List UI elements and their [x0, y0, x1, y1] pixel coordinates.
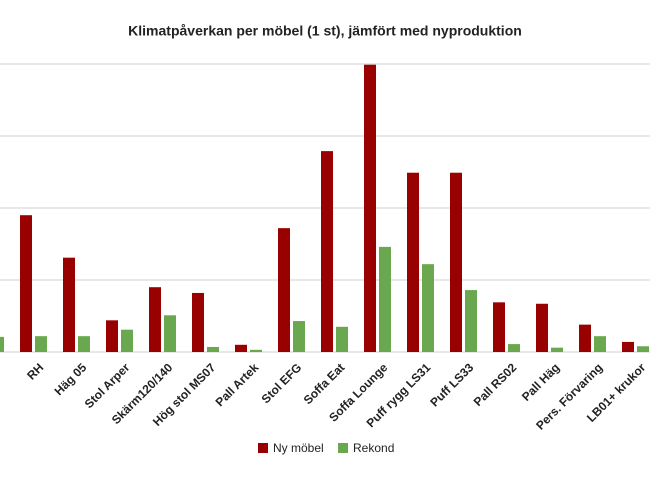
bar: [551, 347, 563, 352]
x-tick-label: Puff LS33: [427, 360, 476, 409]
x-tick-label: Pall Artek: [213, 360, 262, 409]
bar: [106, 320, 118, 352]
bar: [364, 64, 376, 352]
bar: [35, 336, 47, 352]
legend-swatch: [338, 443, 348, 453]
x-tick-label: Pall Häg: [519, 360, 562, 403]
bar: [121, 329, 133, 352]
bar: [336, 326, 348, 352]
chart-title: Klimatpåverkan per möbel (1 st), jämfört…: [128, 23, 522, 39]
bar: [20, 215, 32, 352]
bar: [293, 321, 305, 352]
bar: [465, 290, 477, 352]
bar: [536, 303, 548, 352]
bar: [78, 336, 90, 352]
bar: [508, 344, 520, 352]
bar: [0, 336, 4, 352]
bar: [579, 324, 591, 352]
bar: [164, 315, 176, 352]
bar: [149, 287, 161, 352]
legend-label: Rekond: [353, 441, 394, 455]
bar: [278, 228, 290, 352]
bar: [63, 257, 75, 352]
legend-swatch: [258, 443, 268, 453]
bar: [379, 246, 391, 352]
x-tick-label: Häg 05: [52, 360, 90, 398]
bar: [594, 336, 606, 352]
bar: [637, 346, 649, 352]
bar: [407, 172, 419, 352]
bar: [493, 302, 505, 352]
bar: [321, 151, 333, 352]
x-tick-label: RH: [24, 360, 46, 382]
bar: [235, 344, 247, 352]
bar: [422, 264, 434, 352]
bar: [622, 341, 634, 352]
x-tick-label: Stol EFG: [259, 360, 305, 406]
legend-label: Ny möbel: [273, 441, 324, 455]
bar: [450, 172, 462, 352]
bar: [207, 346, 219, 352]
x-tick-label: Pall RS02: [471, 360, 520, 409]
bar: [250, 349, 262, 352]
bar: [192, 292, 204, 352]
